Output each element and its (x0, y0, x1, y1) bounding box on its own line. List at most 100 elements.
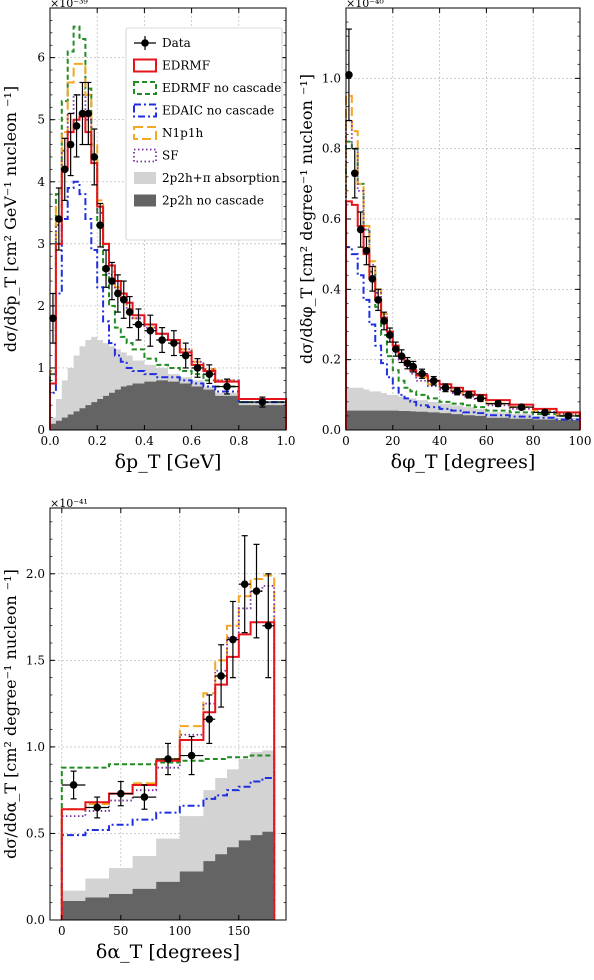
data-point (96, 221, 104, 230)
x-tick-label: 20 (385, 434, 400, 448)
edaic-nocascade-line (345, 246, 581, 430)
y-tick-label: 0.8 (322, 142, 341, 156)
data-point (386, 331, 394, 339)
x-tick-label: 40 (432, 434, 447, 448)
data-point (391, 345, 400, 353)
x-tick-label: 100 (168, 924, 191, 938)
data-point (229, 635, 237, 644)
data-point (476, 394, 485, 403)
y-axis-label: dσ/dδα_T [cm² degree⁻¹ nucleon ⁻¹] (1, 569, 20, 859)
y-tick-label: 0.5 (26, 826, 45, 840)
legend-label: Data (162, 36, 191, 50)
data-point (517, 403, 526, 411)
legend-symbol (133, 58, 157, 73)
data-point (217, 672, 225, 680)
data-point (181, 351, 190, 360)
chart-panel-2: 0 20 40 60 80 100 0.0 0.2 0.4 0.6 0.8 1.0 ×10⁻⁴⁰ δφ_T… (297, 0, 591, 473)
data-point (66, 140, 75, 149)
legend-symbol (133, 148, 157, 163)
legend-label: EDAIC no cascade (162, 104, 274, 118)
data-point (264, 621, 273, 630)
data-point (541, 408, 549, 417)
data-point (164, 755, 172, 763)
x-tick-label: 0.2 (88, 434, 107, 448)
y-tick-label: 6 (37, 51, 45, 65)
y-tick-label: 0 (37, 423, 45, 437)
x-axis-label: δp_T [GeV] (115, 451, 222, 473)
chart-panel-3: 0 50 100 150 0.0 0.5 1.0 1.5 2.0 ×10⁻⁴¹ δα_T [degr… (1, 497, 287, 963)
x-tick-label: 0.6 (182, 434, 201, 448)
legend-label: EDRMF no cascade (162, 81, 281, 95)
data-point (84, 109, 93, 118)
legend-symbol (141, 39, 149, 47)
data-point (60, 165, 69, 174)
x-axis-label: δα_T [degrees] (96, 941, 240, 963)
data-point (55, 215, 63, 223)
axes-frame (49, 507, 287, 921)
data-point (193, 364, 202, 372)
legend-label: EDRMF (162, 59, 210, 73)
data-point (350, 169, 359, 178)
data-point (374, 296, 382, 304)
edaic-nocascade-line (60, 777, 276, 920)
edrmf-nocascade-line (60, 754, 276, 920)
legend-symbol (133, 126, 157, 140)
y-tick-label: 1.0 (322, 71, 341, 85)
y-tick-label: 1.5 (26, 653, 45, 667)
data-point (356, 225, 365, 234)
axis-multiplier: ×10⁻⁴¹ (50, 497, 88, 510)
data-point (409, 362, 418, 371)
data-point (158, 336, 166, 344)
data-point (93, 803, 101, 812)
y-tick-label: 0.0 (322, 423, 341, 437)
data-point (205, 370, 214, 378)
data-point (240, 580, 249, 588)
data-point (345, 71, 353, 79)
data-point (494, 399, 502, 408)
edrmf-nocascade-line (345, 140, 581, 430)
data-point (187, 751, 196, 760)
y-axis-label: dσ/dδp_T [cm² GeV⁻¹ nucleon ⁻¹] (1, 86, 20, 352)
data-point (258, 398, 267, 406)
data-point (465, 391, 473, 399)
edrmf-nocascade-line (49, 25, 287, 430)
nocascade-fill-histogram (346, 410, 580, 430)
data-point (49, 314, 57, 323)
chart-panel-1: 0.0 0.2 0.4 0.6 0.8 1.0 0 1 2 3 4 5 6 ×10⁻³⁹ δp_T [GeV… (1, 0, 296, 473)
legend-symbol (133, 81, 157, 95)
x-tick-label: 0 (58, 924, 66, 938)
y-tick-label: 0.6 (322, 212, 341, 226)
legend-box (125, 27, 283, 241)
x-tick-label: 50 (113, 924, 128, 938)
data-point (114, 289, 122, 298)
nocascade-fill-histogram (61, 831, 275, 920)
y-tick-label: 0.4 (322, 282, 341, 296)
data-point (205, 715, 214, 723)
data-point (117, 789, 125, 798)
x-tick-label: 150 (227, 924, 250, 938)
y-tick-label: 4 (37, 175, 45, 189)
data-point (441, 384, 450, 392)
data-point (362, 246, 371, 255)
legend-symbol (134, 194, 156, 207)
x-tick-label: 0.4 (135, 434, 154, 448)
axis-multiplier: ×10⁻⁴⁰ (346, 0, 384, 10)
y-tick-label: 5 (37, 113, 45, 127)
edaic-nocascade-line (49, 180, 287, 430)
data-point (403, 359, 412, 367)
y-tick-label: 1.0 (26, 740, 45, 754)
y-tick-label: 2.0 (26, 567, 45, 581)
data-point (380, 317, 388, 325)
data-point (125, 308, 134, 316)
data-point (418, 369, 426, 378)
data-point (90, 153, 99, 161)
y-tick-label: 3 (37, 237, 45, 251)
nocascade-fill-histogram (50, 380, 286, 430)
data-point (368, 274, 377, 283)
x-tick-label: 80 (526, 434, 541, 448)
legend: Data EDRMF EDRMF no cascade EDAIC no cascad… (125, 27, 283, 241)
legend-label: SF (162, 149, 179, 163)
x-axis-label: δφ_T [degrees] (391, 451, 536, 473)
axis-multiplier: ×10⁻³⁹ (50, 0, 88, 10)
data-point (252, 587, 261, 595)
